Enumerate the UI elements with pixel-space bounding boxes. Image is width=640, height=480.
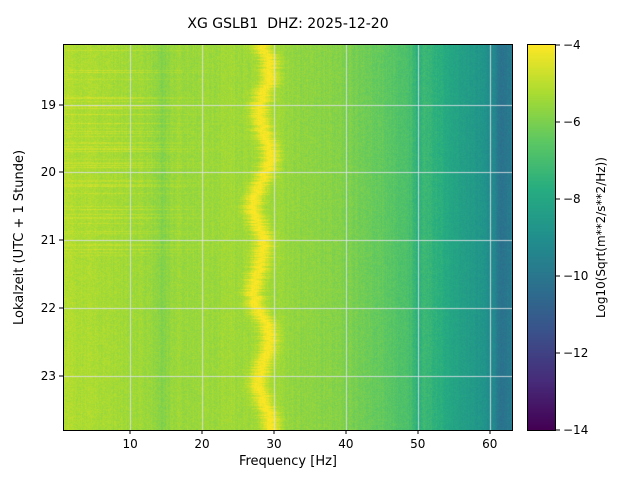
x-tick-label: 40 bbox=[338, 437, 354, 451]
colorbar-tick-mark bbox=[556, 44, 560, 46]
colorbar-tick-mark bbox=[556, 275, 560, 277]
y-tick-label: 23 bbox=[40, 368, 56, 383]
x-tick-label: 50 bbox=[410, 437, 426, 451]
x-tick-label: 30 bbox=[266, 437, 282, 451]
x-axis-label: Frequency [Hz] bbox=[238, 454, 338, 469]
colorbar-tick-mark bbox=[556, 352, 560, 354]
x-tick-mark bbox=[417, 430, 419, 434]
y-tick-mark bbox=[59, 171, 63, 173]
colorbar-tick-label: −4 bbox=[563, 38, 581, 52]
x-tick-label: 20 bbox=[194, 437, 210, 451]
chart-title: XG GSLB1 DHZ: 2025-12-20 bbox=[187, 16, 389, 32]
colorbar-gradient bbox=[528, 45, 555, 430]
colorbar-tick-mark bbox=[556, 121, 560, 123]
colorbar-tick-label: −6 bbox=[563, 115, 581, 129]
y-tick-label: 20 bbox=[40, 165, 56, 180]
colorbar bbox=[527, 44, 556, 431]
colorbar-tick-label: −14 bbox=[563, 423, 589, 437]
y-tick-label: 22 bbox=[40, 300, 56, 315]
colorbar-tick-mark bbox=[556, 198, 560, 200]
colorbar-tick-mark bbox=[556, 429, 560, 431]
colorbar-tick-label: −8 bbox=[563, 192, 581, 206]
y-axis-label: Lokalzeit (UTC + 1 Stunde) bbox=[12, 149, 27, 326]
x-tick-label: 10 bbox=[122, 437, 138, 451]
y-tick-mark bbox=[59, 375, 63, 377]
colorbar-tick-label: −10 bbox=[563, 269, 589, 283]
y-tick-mark bbox=[59, 307, 63, 309]
y-tick-mark bbox=[59, 239, 63, 241]
x-tick-mark bbox=[345, 430, 347, 434]
y-tick-label: 19 bbox=[40, 97, 56, 112]
colorbar-tick-label: −12 bbox=[563, 346, 589, 360]
plot-area bbox=[63, 44, 513, 431]
x-tick-mark bbox=[489, 430, 491, 434]
colorbar-label: Log10(Sqrt(m**2/s**2/Hz)) bbox=[594, 157, 608, 318]
x-tick-mark bbox=[201, 430, 203, 434]
spectrogram-heatmap bbox=[64, 45, 512, 430]
y-tick-mark bbox=[59, 104, 63, 106]
x-tick-mark bbox=[129, 430, 131, 434]
x-tick-label: 60 bbox=[482, 437, 498, 451]
y-tick-label: 21 bbox=[40, 233, 56, 248]
x-tick-mark bbox=[273, 430, 275, 434]
